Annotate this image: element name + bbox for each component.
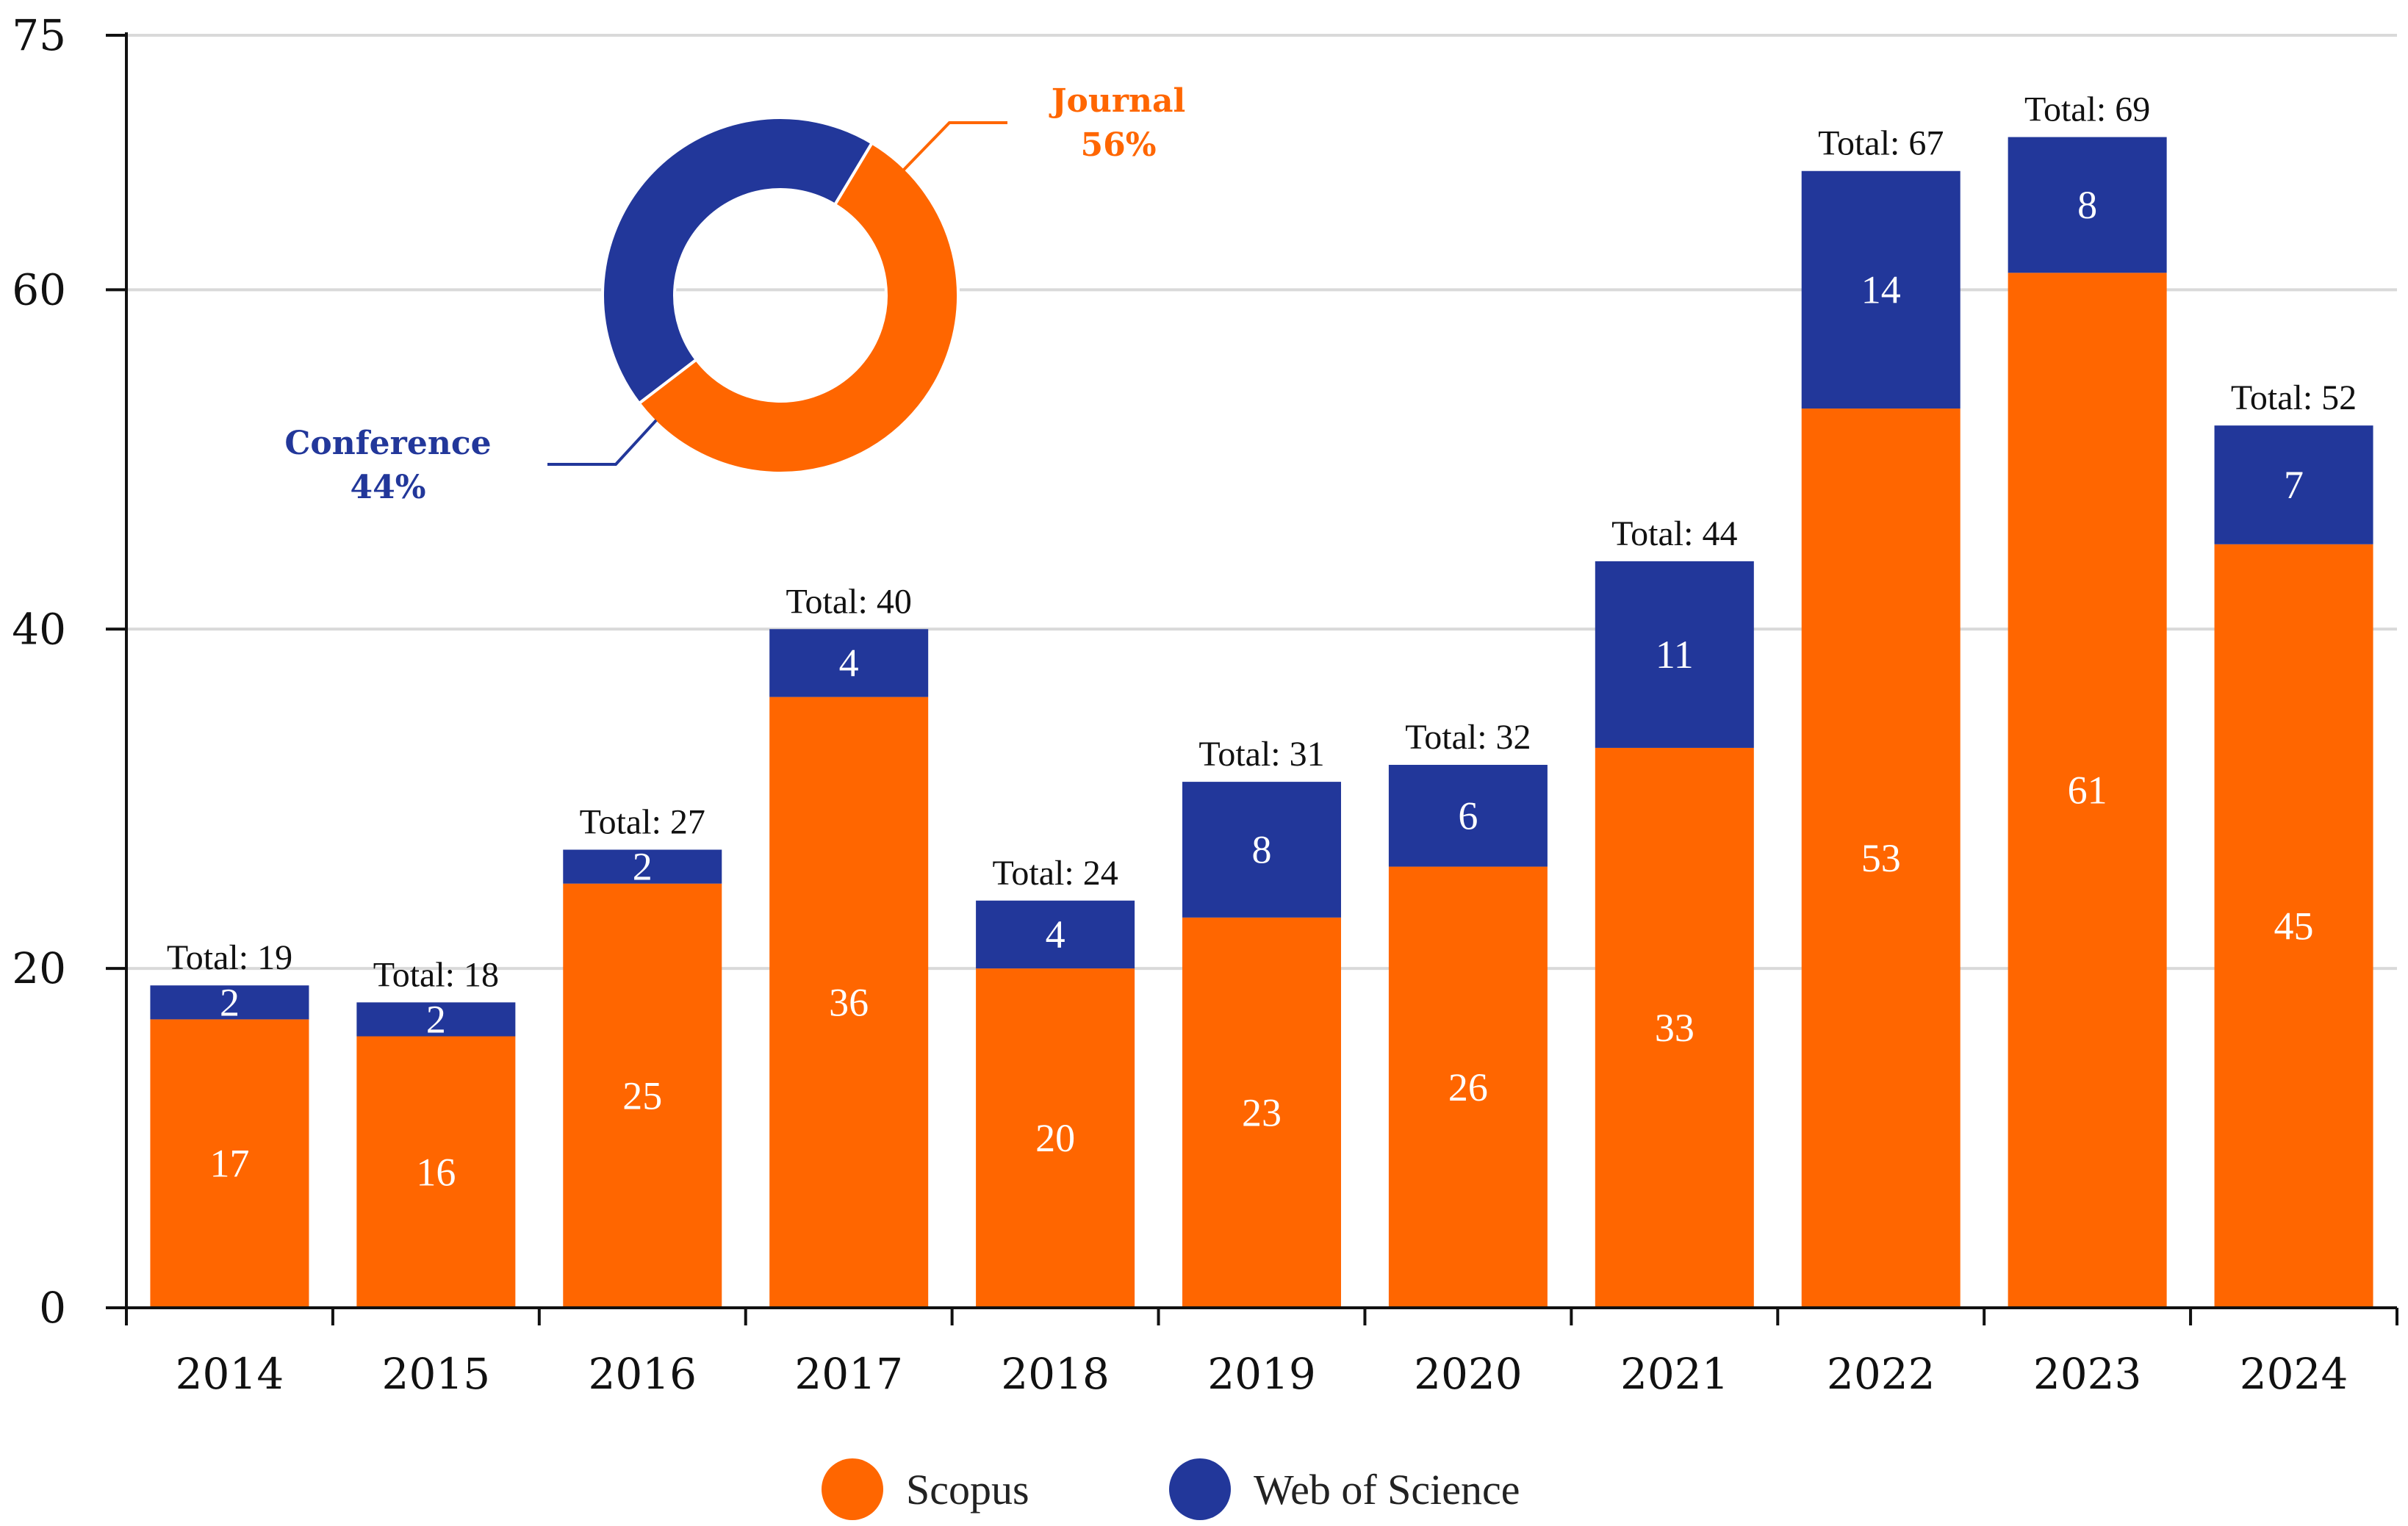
donut-percent-conference: 44% — [350, 469, 425, 506]
donut-chart: Journal 56% Conference 44% — [284, 82, 1185, 506]
bar-wos — [356, 1002, 516, 1037]
bar-total-label: Total: 67 — [1818, 124, 1944, 163]
x-tick-label: 2014 — [176, 1349, 284, 1399]
bar-scopus — [769, 697, 929, 1308]
legend-label-scopus: Scopus — [906, 1466, 1029, 1514]
bar-label-wos: 11 — [1656, 633, 1694, 677]
bar-total-label: Total: 19 — [167, 938, 292, 977]
legend-swatch-scopus — [822, 1458, 883, 1520]
x-tick-label: 2017 — [794, 1349, 903, 1399]
x-tick-label: 2020 — [1414, 1349, 1523, 1399]
bar-total-label: Total: 27 — [580, 802, 705, 841]
bar-label-wos: 8 — [1252, 827, 1272, 871]
bar-wos — [1388, 765, 1548, 867]
bar-label-wos: 7 — [2284, 463, 2304, 507]
donut-leader-conference — [547, 419, 658, 466]
bar-label-wos: 4 — [839, 641, 859, 685]
bar-total-label: Total: 31 — [1198, 735, 1324, 774]
bar-label-scopus: 33 — [1655, 1006, 1694, 1050]
bar-wos — [150, 985, 309, 1020]
y-tick-label: 40 — [12, 604, 66, 654]
bar-scopus — [1388, 866, 1548, 1308]
bar-label-scopus: 25 — [622, 1073, 662, 1117]
x-tick-label: 2016 — [588, 1349, 697, 1399]
bar-label-scopus: 53 — [1861, 836, 1901, 880]
bar-total-label: Total: 44 — [1611, 514, 1737, 553]
bar-total-label: Total: 69 — [2024, 90, 2150, 129]
bar-label-scopus: 23 — [1242, 1090, 1282, 1134]
bar-label-scopus: 36 — [829, 980, 869, 1024]
bar-label-scopus: 16 — [416, 1150, 456, 1194]
x-tick-label: 2019 — [1207, 1349, 1316, 1399]
bar-label-scopus: 26 — [1448, 1065, 1488, 1109]
bar-total-label: Total: 52 — [2231, 378, 2357, 417]
bar-scopus — [150, 1019, 309, 1308]
x-tick-label: 2023 — [2033, 1349, 2142, 1399]
bar-scopus — [1595, 747, 1754, 1308]
bar-label-wos: 2 — [220, 980, 240, 1024]
legend: Scopus Web of Science — [822, 1458, 1520, 1520]
donut-slice-journal — [636, 140, 960, 475]
bar-scopus — [1801, 409, 1960, 1308]
bar-label-wos: 8 — [2077, 183, 2097, 227]
bar-total-label: Total: 24 — [992, 854, 1118, 893]
bar-scopus — [976, 968, 1135, 1308]
bar-wos — [769, 629, 929, 697]
bar-scopus — [2214, 544, 2373, 1308]
y-tick-label: 75 — [12, 10, 66, 60]
bar-label-wos: 6 — [1458, 793, 1478, 838]
bar-wos — [563, 849, 722, 884]
bar-scopus — [1182, 917, 1341, 1308]
y-tick-label: 0 — [39, 1283, 66, 1333]
x-tick-label: 2021 — [1620, 1349, 1729, 1399]
bar-scopus — [563, 883, 722, 1308]
bar-label-wos: 2 — [633, 845, 653, 889]
legend-swatch-wos — [1169, 1458, 1231, 1520]
donut-label-journal: Journal — [1049, 82, 1186, 120]
y-tick-label: 60 — [12, 264, 66, 314]
bar-label-scopus: 20 — [1035, 1116, 1075, 1160]
x-tick-label: 2022 — [1827, 1349, 1936, 1399]
legend-label-wos: Web of Science — [1254, 1466, 1520, 1514]
bar-wos — [2008, 137, 2167, 273]
donut-label-conference: Conference — [284, 425, 491, 462]
bar-wos — [1595, 561, 1754, 748]
x-tick-label: 2018 — [1001, 1349, 1110, 1399]
bar-label-scopus: 17 — [209, 1142, 249, 1186]
donut-leader-journal — [902, 121, 1007, 172]
bar-label-scopus: 61 — [2068, 769, 2107, 813]
donut-percent-journal: 56% — [1080, 126, 1156, 164]
bar-wos — [1182, 782, 1341, 918]
bar-wos — [1801, 170, 1960, 409]
bar-label-scopus: 45 — [2274, 904, 2314, 948]
x-tick-label: 2015 — [382, 1349, 491, 1399]
bar-scopus — [356, 1036, 516, 1308]
x-tick-label: 2024 — [2240, 1349, 2348, 1399]
bar-label-wos: 14 — [1861, 267, 1901, 312]
bar-wos — [976, 900, 1135, 969]
bar-scopus — [2008, 273, 2167, 1309]
donut-slice-conference — [601, 116, 874, 406]
bar-total-label: Total: 40 — [786, 582, 912, 621]
bar-total-label: Total: 32 — [1405, 718, 1531, 757]
bar-label-wos: 2 — [426, 997, 446, 1041]
bar-total-label: Total: 18 — [373, 955, 499, 994]
bar-wos — [2214, 425, 2373, 544]
y-tick-label: 20 — [12, 943, 66, 993]
bar-label-wos: 4 — [1046, 913, 1065, 957]
